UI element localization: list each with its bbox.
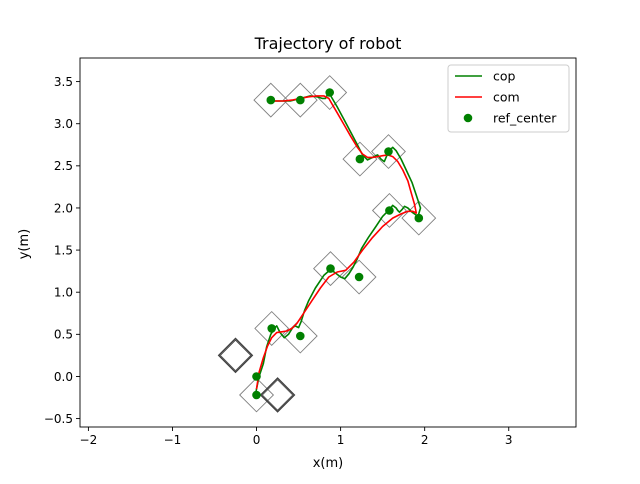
y-tick-label: 0.0 [54, 370, 73, 384]
y-tick-label: −0.5 [44, 412, 73, 426]
axes: −2 −1 0 1 2 3 −0.5 0.0 0.5 1.0 1.5 2.0 2.5 3.0 3.5 [44, 57, 577, 447]
ref-center-point [252, 372, 261, 381]
legend-box [447, 64, 570, 133]
ref-center-point [252, 390, 261, 400]
y-tick-label: 2.5 [54, 159, 73, 173]
ref-center-point [385, 206, 394, 215]
ref-center-point [296, 331, 305, 341]
ref-center-point [384, 147, 393, 156]
legend-label-com: com [493, 90, 520, 105]
y-tick-label: 1.0 [54, 286, 73, 300]
ref-center-point [296, 95, 305, 105]
x-tick-label: −2 [80, 433, 98, 447]
x-tick-label: 2 [421, 433, 429, 447]
footprint-diamond [401, 200, 437, 236]
y-tick-label: 1.5 [54, 243, 73, 257]
y-tick-label: 3.0 [54, 117, 73, 131]
x-tick-label: 0 [253, 433, 261, 447]
ref-center-point [414, 213, 424, 223]
legend: cop com ref_center [447, 64, 570, 133]
y-tick-label: 3.5 [54, 75, 73, 89]
plot-content [217, 75, 437, 413]
footprint-diamond [239, 377, 275, 413]
footprint-diamond [371, 134, 406, 170]
axes-frame [79, 57, 577, 428]
initial-foot-diamond [259, 377, 296, 413]
ref-center-point [326, 264, 335, 273]
ref-center-point [354, 272, 364, 282]
y-tick-label: 2.0 [54, 201, 73, 215]
chart-title: Trajectory of robot [254, 34, 402, 53]
footprint-diamond [342, 141, 378, 177]
legend-label-ref_center: ref_center [493, 111, 557, 126]
x-tick-label: 1 [337, 433, 345, 447]
plot-area [217, 75, 437, 413]
x-axis-label: x(m) [313, 456, 344, 471]
y-axis-label: y(m) [17, 229, 32, 260]
legend-label-cop: cop [493, 69, 516, 84]
footprint-diamond [371, 192, 407, 228]
footprint-diamond [282, 82, 318, 118]
initial-foot-diamond [217, 337, 254, 374]
series-line-com [255, 95, 418, 390]
footprint-diamond [312, 75, 348, 111]
ref-center-point [355, 154, 365, 164]
ref-center-point [325, 88, 335, 97]
y-tick-label: 0.5 [54, 328, 73, 342]
legend-swatch-ref_center [463, 113, 473, 123]
x-tick-label: 3 [505, 433, 513, 447]
footprint-diamond [254, 310, 290, 346]
initial-foot-inner-diamond [219, 339, 252, 372]
ref-center-point [266, 95, 276, 105]
ref-center-point [267, 324, 277, 333]
initial-foot-inner-diamond [261, 379, 294, 411]
x-tick-label: −1 [164, 433, 182, 447]
